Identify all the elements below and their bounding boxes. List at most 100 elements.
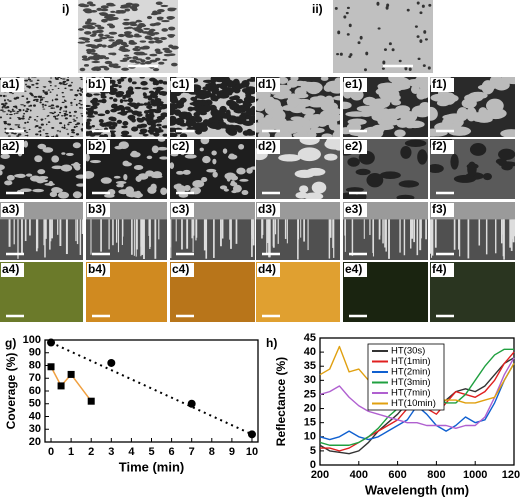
grain bbox=[147, 186, 157, 194]
grain bbox=[482, 172, 492, 181]
legend-box bbox=[367, 343, 445, 411]
grain bbox=[27, 78, 32, 81]
grain bbox=[388, 42, 392, 46]
grain bbox=[149, 59, 158, 63]
grain bbox=[387, 93, 401, 102]
grain bbox=[11, 110, 16, 112]
grain bbox=[9, 127, 13, 130]
grain bbox=[100, 177, 112, 184]
grain bbox=[334, 6, 338, 10]
panel-label: e2) bbox=[345, 139, 362, 153]
grain bbox=[48, 180, 54, 187]
micrograph: c1) bbox=[170, 77, 255, 137]
grain bbox=[86, 111, 91, 115]
grain bbox=[208, 104, 217, 112]
grain bbox=[170, 162, 175, 170]
grain bbox=[461, 98, 477, 109]
grain bbox=[82, 8, 92, 13]
grain bbox=[202, 79, 214, 84]
texture bbox=[0, 139, 83, 199]
grain bbox=[115, 11, 123, 14]
panel-label: d4) bbox=[258, 262, 276, 276]
grain bbox=[104, 60, 113, 65]
grain bbox=[51, 112, 55, 115]
legend-label: HT(3min) bbox=[391, 377, 431, 388]
grain bbox=[7, 109, 10, 112]
grain bbox=[357, 41, 361, 45]
grain bbox=[14, 105, 18, 108]
grain bbox=[9, 113, 13, 116]
grain bbox=[116, 90, 125, 96]
grain bbox=[62, 80, 67, 83]
texture bbox=[430, 202, 515, 260]
legend: HT(30s)HT(1min)HT(2min)HT(3min)HT(7min)H… bbox=[367, 343, 445, 411]
grain bbox=[36, 79, 40, 81]
point bbox=[187, 399, 196, 408]
x-tick-label: 2 bbox=[88, 446, 94, 458]
grain bbox=[377, 27, 381, 30]
grain bbox=[337, 30, 341, 35]
grain bbox=[35, 125, 38, 128]
grain bbox=[162, 58, 168, 61]
grain bbox=[155, 57, 161, 61]
grain bbox=[236, 167, 246, 175]
y-tick-label: 45 bbox=[304, 332, 316, 344]
grain bbox=[119, 6, 127, 9]
grain bbox=[15, 107, 18, 109]
plot-frame bbox=[319, 337, 515, 466]
grain bbox=[264, 98, 278, 106]
grain bbox=[230, 180, 236, 186]
grain bbox=[239, 178, 249, 182]
grain bbox=[500, 129, 515, 137]
micrograph: f3) bbox=[430, 202, 515, 260]
grain bbox=[485, 98, 504, 113]
grain bbox=[272, 109, 286, 122]
grain bbox=[198, 94, 207, 100]
grain bbox=[148, 40, 155, 44]
grain bbox=[179, 122, 188, 127]
grain bbox=[38, 126, 42, 129]
grain bbox=[90, 105, 98, 110]
grain bbox=[146, 15, 153, 20]
grain bbox=[125, 186, 134, 195]
grain bbox=[304, 113, 317, 120]
grain bbox=[347, 118, 367, 126]
grain bbox=[121, 67, 129, 71]
grain bbox=[76, 183, 83, 187]
grain bbox=[136, 124, 144, 129]
grain bbox=[9, 110, 12, 113]
grain bbox=[226, 82, 236, 88]
grain bbox=[61, 91, 64, 94]
grain bbox=[118, 111, 128, 115]
grain bbox=[398, 180, 420, 188]
label-bg bbox=[1, 203, 24, 217]
grain bbox=[149, 28, 156, 32]
label-bg bbox=[431, 78, 454, 92]
grain bbox=[6, 113, 9, 115]
grain bbox=[37, 169, 46, 175]
grain bbox=[44, 101, 48, 103]
grain bbox=[143, 102, 148, 106]
grain bbox=[39, 129, 41, 133]
y-tick-label: 5 bbox=[310, 445, 316, 457]
grain bbox=[416, 1, 420, 5]
micrograph: f2) bbox=[430, 139, 515, 199]
grain bbox=[80, 78, 83, 81]
grain bbox=[93, 111, 98, 115]
y-tick-label: 70 bbox=[29, 372, 41, 384]
grain bbox=[193, 101, 206, 106]
grain bbox=[147, 95, 152, 100]
micrograph: a3) bbox=[0, 202, 83, 260]
grain bbox=[86, 153, 90, 162]
grain bbox=[206, 168, 217, 173]
grain bbox=[244, 108, 254, 112]
grain bbox=[140, 81, 148, 86]
panel-label: e3) bbox=[345, 202, 362, 216]
grain bbox=[160, 112, 167, 118]
grain bbox=[50, 136, 54, 137]
label-bg bbox=[431, 140, 454, 154]
grain bbox=[67, 123, 70, 126]
micrograph: e3) bbox=[343, 202, 428, 260]
grain bbox=[42, 91, 47, 93]
grain bbox=[428, 3, 432, 7]
